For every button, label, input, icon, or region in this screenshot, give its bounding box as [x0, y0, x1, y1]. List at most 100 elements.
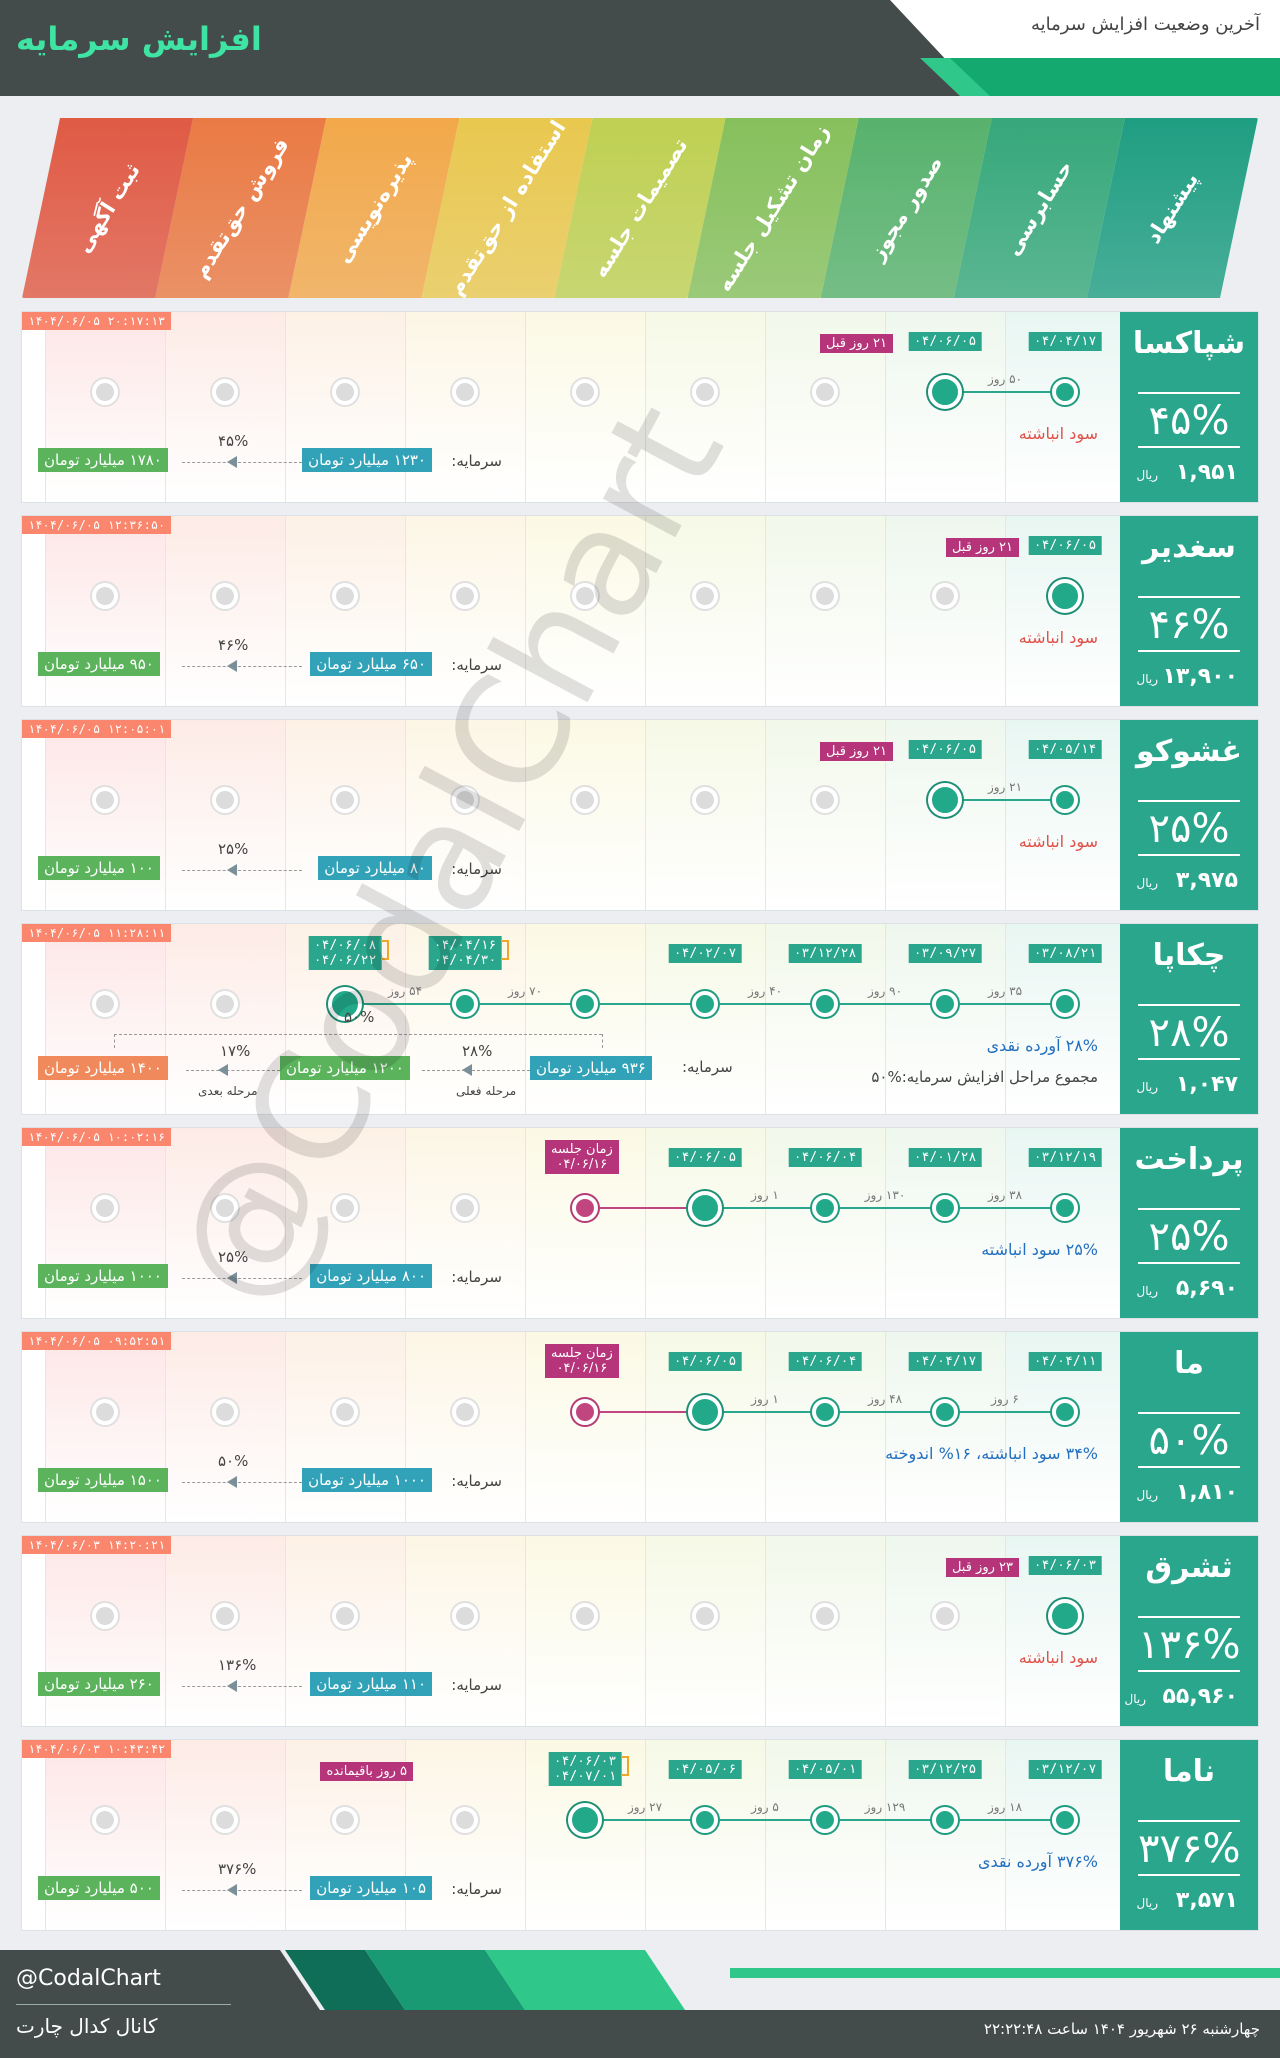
stage-date: ۰۴/۰۵/۰۶ — [668, 1760, 742, 1779]
stage-dot[interactable] — [572, 379, 598, 405]
company-name[interactable]: غشوکو — [1135, 734, 1243, 769]
timeline-line — [705, 1411, 1065, 1413]
days-between: ۱ روز — [751, 1392, 779, 1406]
stage-dot[interactable] — [688, 1191, 722, 1225]
stage-dot[interactable] — [452, 379, 478, 405]
stage-dot[interactable] — [1052, 379, 1078, 405]
stage-dot[interactable] — [812, 583, 838, 609]
grid-line — [405, 1332, 406, 1522]
stage-dot[interactable] — [92, 1807, 118, 1833]
stage-dot[interactable] — [212, 787, 238, 813]
stage-dot[interactable] — [212, 379, 238, 405]
stage-dot[interactable] — [932, 583, 958, 609]
stage-dot[interactable] — [212, 991, 238, 1017]
stage-dot[interactable] — [328, 987, 362, 1021]
stage-dot[interactable] — [692, 991, 718, 1017]
stage-dot[interactable] — [92, 1195, 118, 1221]
stage-dot[interactable] — [332, 583, 358, 609]
stage-dot[interactable] — [812, 787, 838, 813]
grid-line — [525, 720, 526, 910]
stage-dot[interactable] — [1048, 1599, 1082, 1633]
current-capital: ۸۰ میلیارد تومان — [318, 856, 432, 880]
stage-dot[interactable] — [932, 1195, 958, 1221]
status-badge: ۲۱ روز قبل — [819, 742, 893, 761]
company-name[interactable]: شپاکسا — [1132, 326, 1246, 361]
stage-dot[interactable] — [1052, 1195, 1078, 1221]
stage-dot[interactable] — [92, 991, 118, 1017]
stage-dot[interactable] — [1052, 1807, 1078, 1833]
stage-dot[interactable] — [452, 1603, 478, 1629]
stage-dot[interactable] — [92, 787, 118, 813]
company-name[interactable]: چکاپا — [1152, 938, 1226, 973]
stage-dot[interactable] — [568, 1803, 602, 1837]
total-change: ۵۰% — [344, 1008, 375, 1026]
stage-dot[interactable] — [212, 1807, 238, 1833]
stage-label: پیشنهاد — [1141, 168, 1204, 248]
stage-zone — [525, 1536, 645, 1726]
stage-zone — [645, 516, 765, 706]
stage-dot[interactable] — [932, 991, 958, 1017]
stage-dot[interactable] — [452, 1807, 478, 1833]
stage-dot[interactable] — [812, 1807, 838, 1833]
company-name[interactable]: ثشرق — [1145, 1550, 1233, 1585]
stage-dot[interactable] — [692, 1807, 718, 1833]
days-between: ۱۳۰ روز — [864, 1188, 906, 1202]
grid-line — [1005, 720, 1006, 910]
company-name[interactable]: سغدیر — [1142, 530, 1236, 565]
stage-dot[interactable] — [332, 1603, 358, 1629]
stage-dot[interactable] — [452, 583, 478, 609]
stage-dot[interactable] — [928, 375, 962, 409]
stage-dot[interactable] — [572, 1399, 598, 1425]
stage-dot[interactable] — [932, 1399, 958, 1425]
stage-dot[interactable] — [452, 991, 478, 1017]
stage-dot[interactable] — [332, 1807, 358, 1833]
stage-dot[interactable] — [812, 1603, 838, 1629]
stage-dot[interactable] — [572, 1195, 598, 1221]
grid-line — [525, 1128, 526, 1318]
stage-dot[interactable] — [812, 379, 838, 405]
stage-dot[interactable] — [212, 583, 238, 609]
footer-channel[interactable]: کانال کدال چارت — [16, 2014, 158, 2038]
company-name[interactable]: پرداخت — [1134, 1142, 1244, 1177]
stage-dot[interactable] — [928, 783, 962, 817]
stage-dot[interactable] — [452, 1399, 478, 1425]
stage-dot[interactable] — [692, 583, 718, 609]
stage-dot[interactable] — [92, 1603, 118, 1629]
stage-dot[interactable] — [692, 787, 718, 813]
capital-change: ۲۸% — [462, 1042, 493, 1060]
stage-dot[interactable] — [572, 583, 598, 609]
stage-dot[interactable] — [812, 991, 838, 1017]
stage-dot[interactable] — [452, 787, 478, 813]
stage-dot[interactable] — [1052, 787, 1078, 813]
stage-dot[interactable] — [1052, 991, 1078, 1017]
stage-dot[interactable] — [932, 1807, 958, 1833]
stage-dot[interactable] — [332, 787, 358, 813]
stage-dot[interactable] — [812, 1195, 838, 1221]
stage-zone — [765, 516, 885, 706]
stage-dot[interactable] — [688, 1395, 722, 1429]
stage-dot[interactable] — [1048, 579, 1082, 613]
stage-dot[interactable] — [1052, 1399, 1078, 1425]
stage-dot[interactable] — [572, 787, 598, 813]
stage-dot[interactable] — [92, 583, 118, 609]
stage-dot[interactable] — [812, 1399, 838, 1425]
stage-dot[interactable] — [332, 1399, 358, 1425]
stage-zone — [525, 720, 645, 910]
stage-dot[interactable] — [332, 1195, 358, 1221]
stage-dot[interactable] — [212, 1195, 238, 1221]
stage-dot[interactable] — [92, 379, 118, 405]
stage-dot[interactable] — [452, 1195, 478, 1221]
stage-dot[interactable] — [692, 379, 718, 405]
stage-dot[interactable] — [572, 1603, 598, 1629]
company-name[interactable]: ناما — [1162, 1754, 1216, 1789]
footer-handle[interactable]: @CodalChart — [16, 1966, 161, 1991]
stage-dot[interactable] — [92, 1399, 118, 1425]
company-name[interactable]: ما — [1174, 1346, 1204, 1381]
stage-dot[interactable] — [692, 1603, 718, 1629]
stage-dot[interactable] — [212, 1399, 238, 1425]
stage-dot[interactable] — [572, 991, 598, 1017]
stage-dot[interactable] — [212, 1603, 238, 1629]
capital-change: ۱۳۶% — [218, 1656, 257, 1674]
stage-dot[interactable] — [932, 1603, 958, 1629]
stage-dot[interactable] — [332, 379, 358, 405]
